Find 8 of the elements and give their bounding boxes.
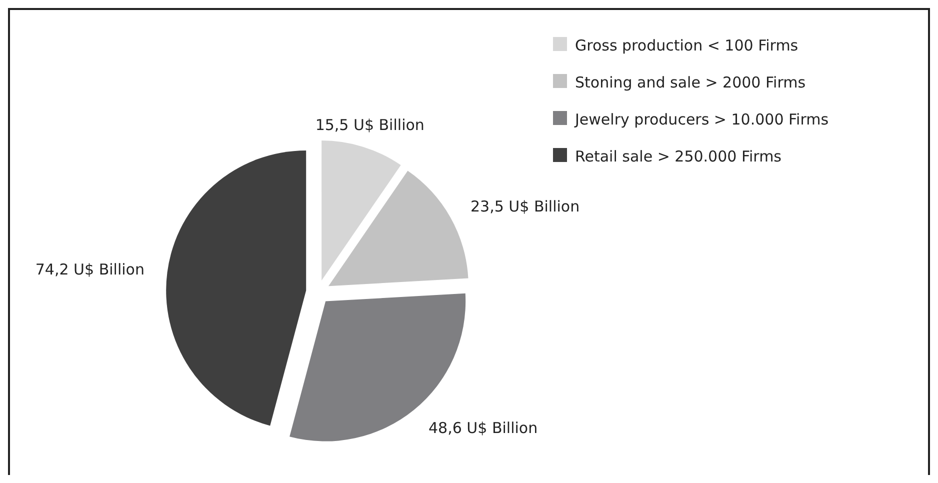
data-label: 74,2 U$ Billion (35, 260, 144, 279)
data-label: 48,6 U$ Billion (428, 418, 538, 437)
legend-label: Jewelry producers > 10.000 Firms (574, 110, 829, 128)
data-label: 23,5 U$ Billion (470, 197, 580, 216)
data-label: 15,5 U$ Billion (315, 116, 424, 134)
legend-label: Retail sale > 250.000 Firms (575, 148, 782, 166)
legend-label: Stoning and sale > 2000 Firms (575, 74, 806, 92)
legend-label: Gross production < 100 Firms (575, 36, 798, 54)
